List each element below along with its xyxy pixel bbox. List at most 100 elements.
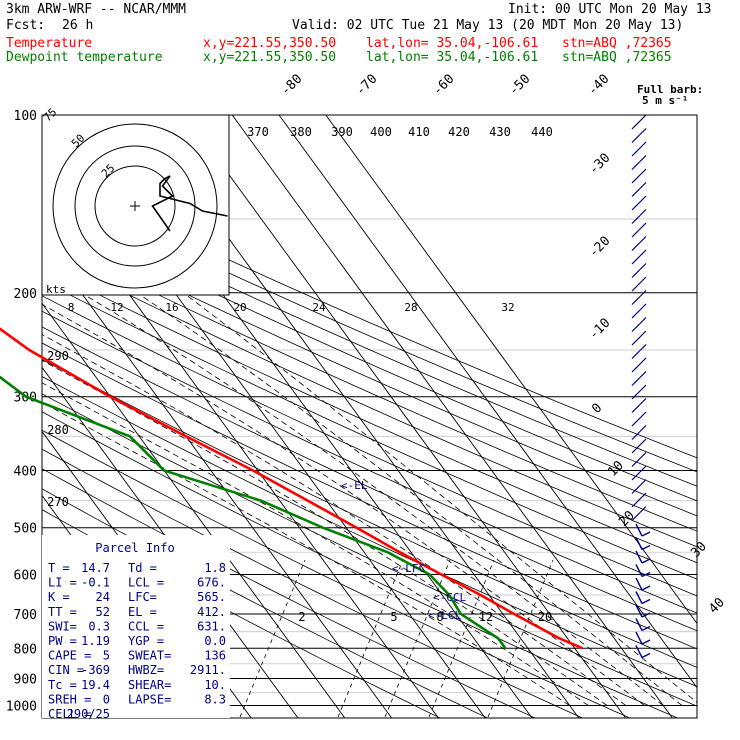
dewpoint-profile-line: [0, 375, 507, 650]
parcel-info-value: 136: [204, 649, 226, 663]
forecast-label: Fcst:: [6, 18, 46, 33]
hodograph-ring: [94, 165, 176, 247]
wind-barb-staff: [631, 431, 641, 440]
wind-barb-staff: [635, 537, 643, 550]
theta-side-label: 280: [47, 423, 69, 437]
wind-barb-staff: [635, 564, 643, 577]
isotherm-label: 0: [589, 401, 605, 417]
wind-barb-staff: [631, 242, 641, 251]
wind-barb-flag: [639, 479, 647, 486]
parcel-info-label: SWI=: [48, 619, 77, 633]
parcel-info-label: LCL =: [128, 576, 164, 590]
temperature-station: stn=ABQ ,72365: [562, 36, 672, 51]
wind-barb: [631, 492, 647, 508]
moist-adiabat-line: [42, 303, 645, 706]
wind-barb-staff: [635, 577, 643, 591]
wind-barb-flag: [639, 425, 647, 432]
wind-barb-flag: [641, 598, 651, 605]
wind-barb: [631, 384, 647, 400]
wind-barb-staff: [631, 161, 641, 170]
mixing-ratio-label: 12: [479, 610, 493, 624]
wind-barb-flag: [639, 182, 647, 189]
hodograph-speed-label: 12: [110, 301, 123, 314]
mixing-ratio-line: [384, 559, 451, 718]
hodograph-speed-label: 16: [165, 301, 178, 314]
parcel-level-label-ccl: <-CCL: [433, 591, 466, 604]
wind-barb: [631, 182, 647, 197]
dry-adiabat-line: [42, 196, 697, 487]
moist-adiabat-line: [96, 265, 683, 706]
wind-barb-flag: [639, 452, 647, 459]
theta-label: 440: [531, 125, 553, 139]
wind-barb-flag: [641, 531, 651, 537]
parcel-info-box: [42, 535, 230, 718]
wind-barb: [631, 452, 647, 467]
wind-barb: [631, 425, 647, 440]
wind-barb-note: Full barb:: [637, 83, 703, 96]
isotherm-label: -10: [586, 316, 613, 343]
init-time: Init: 00 UTC Mon 20 May 13: [508, 2, 712, 17]
wind-barb-staff: [635, 550, 643, 564]
wind-barb-flag: [639, 330, 647, 338]
isotherm-label: -70: [353, 72, 380, 99]
parcel-info-label: LI =: [48, 576, 77, 590]
wind-barb-staff: [631, 269, 641, 278]
hodograph-speed-label: 24: [312, 301, 326, 314]
temperature-legend-label: Temperature: [6, 36, 93, 51]
wind-barb-staff: [631, 404, 641, 413]
parcel-info-label: EL =: [128, 605, 157, 619]
parcel-info-value: 5: [103, 649, 110, 663]
parcel-info-value: 24: [96, 590, 110, 604]
parcel-info-value: 412.: [197, 605, 226, 619]
dry-adiabat-line: [42, 393, 697, 707]
wind-barb: [631, 290, 647, 305]
isotherm-label: 10: [605, 458, 627, 480]
parcel-info-value: 0: [103, 692, 110, 706]
wind-barb: [631, 398, 647, 413]
wind-barb-staff: [631, 363, 641, 373]
theta-label: 410: [408, 125, 430, 139]
hodograph-speed-label: 20: [233, 301, 246, 314]
wind-barb-staff: [635, 591, 643, 604]
parcel-info-value: 52: [96, 605, 110, 619]
parcel-info-label: HWBZ=: [128, 663, 164, 677]
wind-barb-flag: [639, 263, 647, 270]
wind-barb: [631, 344, 647, 359]
mixing-ratio-label: 8: [436, 610, 443, 624]
theta-label: 430: [489, 125, 511, 139]
wind-barb-staff: [631, 350, 641, 359]
wind-barb: [631, 303, 647, 319]
wind-barb-staff: [631, 296, 641, 305]
wind-barb-staff: [631, 498, 641, 508]
wind-barb: [635, 537, 651, 551]
wind-barb-flag: [641, 558, 651, 564]
parcel-info-label: SREH =: [48, 692, 91, 706]
wind-barb-flag: [639, 141, 647, 149]
parcel-info-label: TT =: [48, 605, 77, 619]
wind-barb-staff: [631, 188, 641, 197]
wind-barb-staff: [631, 512, 641, 521]
wind-barb-flag: [641, 585, 651, 591]
parcel-info-value: 0.3: [88, 619, 110, 633]
dry-adiabat-line: [42, 210, 697, 502]
forecast-hour: 26 h: [62, 18, 94, 33]
isotherm-line: [325, 115, 697, 625]
isotherm-line: [231, 115, 673, 718]
dry-adiabat-line: [42, 326, 697, 632]
model-title: 3km ARW-WRF -- NCAR/MMM: [6, 2, 187, 17]
wind-barb-staff: [635, 523, 643, 537]
wind-barb-flag: [641, 652, 651, 659]
pressure-tick-label: 200: [14, 287, 37, 302]
moist-adiabat-line: [42, 269, 664, 706]
wind-barb-staff: [635, 645, 643, 658]
dry-adiabat-line: [42, 448, 583, 718]
dry-adiabat-line: [42, 223, 697, 517]
wind-barb-flag: [639, 303, 647, 311]
wind-barb-staff: [631, 147, 641, 157]
wind-barb-staff: [631, 444, 641, 454]
wind-barb-flag: [639, 357, 647, 365]
isotherm-label: 20: [616, 508, 638, 530]
parcel-info-value: -0.1: [81, 576, 110, 590]
isotherm-line: [278, 115, 697, 689]
